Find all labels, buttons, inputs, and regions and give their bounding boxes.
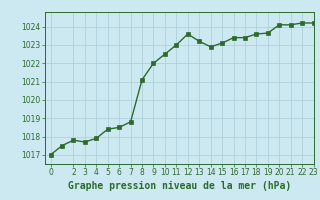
X-axis label: Graphe pression niveau de la mer (hPa): Graphe pression niveau de la mer (hPa) — [68, 181, 291, 191]
